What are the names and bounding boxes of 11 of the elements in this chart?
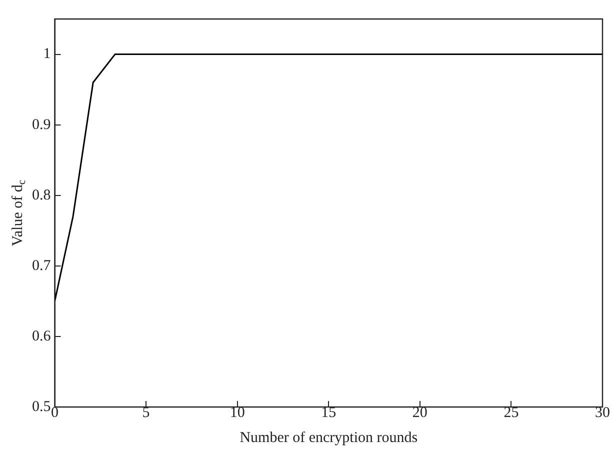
y-axis-title: Value of dc bbox=[10, 180, 28, 246]
y-tick-label: 0.9 bbox=[32, 116, 51, 133]
y-tick-label: 0.8 bbox=[32, 187, 51, 204]
y-tick-label: 0.6 bbox=[32, 328, 52, 344]
y-tick-label: 0.5 bbox=[32, 398, 51, 415]
x-tick-label: 10 bbox=[230, 404, 245, 421]
x-tick-label: 0 bbox=[51, 404, 58, 421]
y-tick-label: 0.7 bbox=[32, 258, 52, 274]
x-tick-label: 30 bbox=[595, 404, 610, 421]
x-axis-title: Number of encryption rounds bbox=[240, 430, 418, 446]
y-tick-label: 1 bbox=[43, 46, 51, 62]
